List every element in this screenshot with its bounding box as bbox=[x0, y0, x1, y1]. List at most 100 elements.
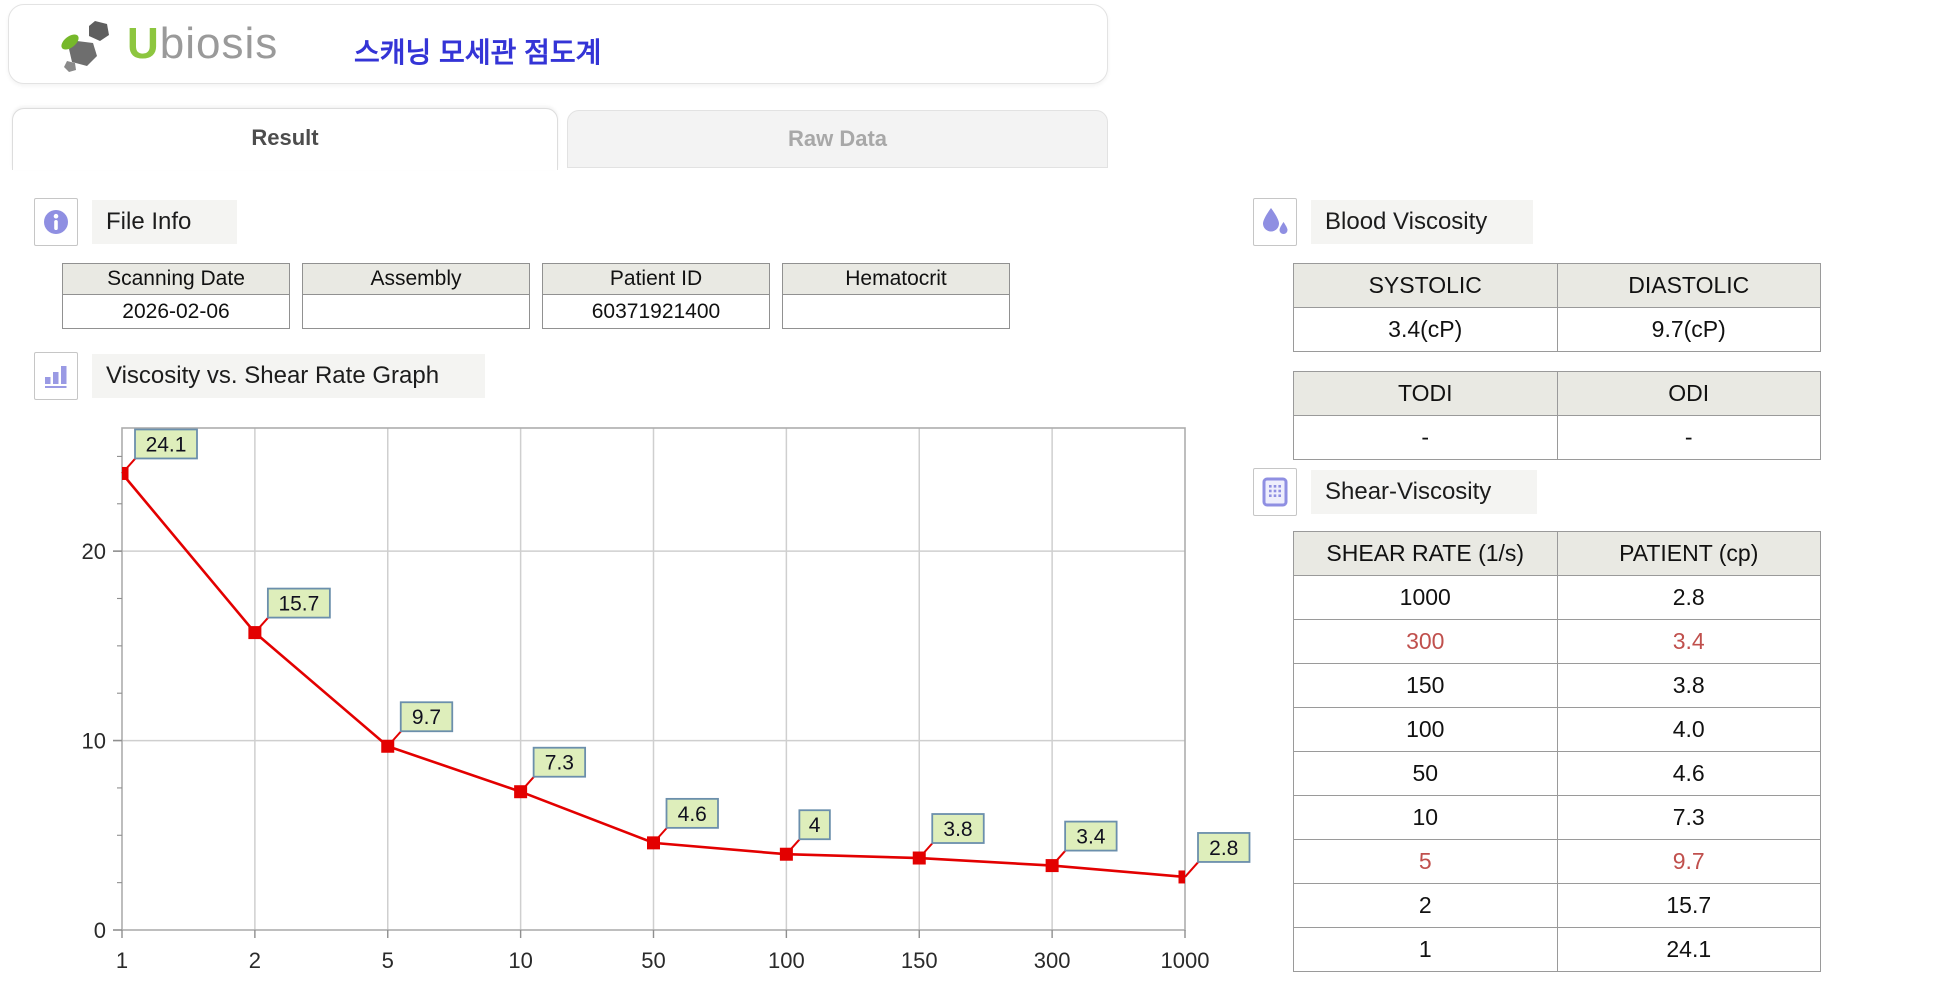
table-row: 100 4.0 bbox=[1293, 707, 1821, 752]
shear-rate-cell: 10 bbox=[1293, 795, 1558, 840]
field-value bbox=[302, 294, 530, 329]
svg-text:20: 20 bbox=[82, 539, 106, 564]
svg-text:300: 300 bbox=[1034, 948, 1071, 973]
shear-viscosity-label: Shear-Viscosity bbox=[1311, 470, 1538, 514]
svg-text:3.8: 3.8 bbox=[943, 818, 972, 841]
calculator-icon-glyph bbox=[1262, 477, 1288, 507]
shear-rate-cell: 50 bbox=[1293, 751, 1558, 796]
bar-chart-icon-glyph bbox=[45, 366, 67, 388]
logo-rest: biosis bbox=[159, 19, 279, 68]
bar-chart-icon bbox=[34, 352, 78, 400]
systolic-header: SYSTOLIC bbox=[1293, 263, 1558, 308]
svg-text:1: 1 bbox=[116, 948, 128, 973]
shear-rate-cell: 5 bbox=[1293, 839, 1558, 884]
tab-result[interactable]: Result bbox=[12, 108, 558, 170]
svg-text:150: 150 bbox=[901, 948, 938, 973]
todi-odi-table: TODI ODI - - bbox=[1293, 371, 1821, 460]
shear-viscosity-section-header: Shear-Viscosity bbox=[1253, 468, 1538, 516]
odi-header: ODI bbox=[1556, 371, 1821, 416]
shear-viscosity-tbody: 1000 2.8 300 3.4 150 3.8 100 4.0 50 4.6 10 7.3 5 9.7 2… bbox=[1293, 575, 1821, 972]
patient-cell: 7.3 bbox=[1556, 795, 1821, 840]
table-row: 1 24.1 bbox=[1293, 927, 1821, 972]
shear-viscosity-table: SHEAR RATE (1/s) PATIENT (cp) 1000 2.8 300… bbox=[1293, 531, 1821, 972]
systolic-value: 3.4(cP) bbox=[1293, 307, 1558, 352]
page-title-korean: 스캐닝 모세관 점도계 bbox=[354, 37, 602, 68]
patient-cell: 3.4 bbox=[1556, 619, 1821, 664]
info-icon-glyph bbox=[44, 210, 68, 234]
svg-text:10: 10 bbox=[82, 729, 106, 754]
calculator-icon bbox=[1253, 468, 1297, 516]
patient-cell: 24.1 bbox=[1556, 927, 1821, 972]
header-card: Ubiosis 스캐닝 모세관 점도계 bbox=[8, 4, 1108, 84]
svg-text:100: 100 bbox=[768, 948, 805, 973]
diastolic-header: DIASTOLIC bbox=[1556, 263, 1821, 308]
svg-text:10: 10 bbox=[508, 948, 532, 973]
shear-rate-cell: 1 bbox=[1293, 927, 1558, 972]
svg-text:2.8: 2.8 bbox=[1209, 837, 1238, 860]
svg-text:7.3: 7.3 bbox=[545, 752, 574, 775]
svg-text:5: 5 bbox=[382, 948, 394, 973]
file-info-section-header: File Info bbox=[34, 198, 238, 246]
field-value: 2026-02-06 bbox=[62, 294, 290, 329]
table-row: 5 9.7 bbox=[1293, 839, 1821, 884]
tab-raw-data[interactable]: Raw Data bbox=[567, 110, 1108, 168]
field-label: Assembly bbox=[302, 263, 530, 295]
odi-value: - bbox=[1556, 415, 1821, 460]
diastolic-value: 9.7(cP) bbox=[1556, 307, 1821, 352]
svg-text:9.7: 9.7 bbox=[412, 706, 441, 729]
shear-rate-cell: 2 bbox=[1293, 883, 1558, 928]
svg-text:15.7: 15.7 bbox=[278, 593, 319, 616]
svg-text:4.6: 4.6 bbox=[678, 803, 707, 826]
svg-text:4: 4 bbox=[809, 814, 821, 837]
field-label: Patient ID bbox=[542, 263, 770, 295]
shear-rate-cell: 100 bbox=[1293, 707, 1558, 752]
file-info-table-assembly: Assembly bbox=[302, 263, 530, 329]
patient-cell: 15.7 bbox=[1556, 883, 1821, 928]
todi-header: TODI bbox=[1293, 371, 1558, 416]
svg-text:2: 2 bbox=[249, 948, 261, 973]
shear-rate-cell: 1000 bbox=[1293, 575, 1558, 620]
viscosity-shear-rate-chart: 0 10 20 1 2 5 10 50 100 150 300 1000 24.1 15.7 9.7 7.3 4… bbox=[82, 427, 1251, 973]
ubiosis-logo-icon bbox=[61, 21, 109, 72]
patient-cell: 4.0 bbox=[1556, 707, 1821, 752]
blood-viscosity-section-header: Blood Viscosity bbox=[1253, 198, 1534, 246]
graph-section-header: Viscosity vs. Shear Rate Graph bbox=[34, 352, 486, 400]
table-row: 150 3.8 bbox=[1293, 663, 1821, 708]
ubiosis-logo: Ubiosis bbox=[57, 15, 278, 73]
file-info-table-scanning-date: Scanning Date 2026-02-06 bbox=[62, 263, 290, 329]
shear-rate-cell: 300 bbox=[1293, 619, 1558, 664]
table-row: 2 15.7 bbox=[1293, 883, 1821, 928]
graph-section-label: Viscosity vs. Shear Rate Graph bbox=[92, 354, 486, 398]
field-label: Scanning Date bbox=[62, 263, 290, 295]
blood-viscosity-table: SYSTOLIC DIASTOLIC 3.4(cP) 9.7(cP) bbox=[1293, 263, 1821, 352]
blood-drops-icon-glyph bbox=[1263, 208, 1288, 234]
patient-header: PATIENT (cp) bbox=[1556, 531, 1821, 576]
patient-cell: 3.8 bbox=[1556, 663, 1821, 708]
field-value: 60371921400 bbox=[542, 294, 770, 329]
table-row: 1000 2.8 bbox=[1293, 575, 1821, 620]
blood-viscosity-label: Blood Viscosity bbox=[1311, 200, 1534, 244]
blood-drops-icon bbox=[1253, 198, 1297, 246]
patient-cell: 9.7 bbox=[1556, 839, 1821, 884]
logo-u: U bbox=[127, 19, 160, 68]
field-value bbox=[782, 294, 1010, 329]
todi-value: - bbox=[1293, 415, 1558, 460]
file-info-label: File Info bbox=[92, 200, 238, 244]
file-info-fields: Scanning Date 2026-02-06 Assembly Patien… bbox=[62, 263, 1010, 329]
svg-text:24.1: 24.1 bbox=[146, 433, 187, 456]
file-info-table-hematocrit: Hematocrit bbox=[782, 263, 1010, 329]
info-icon bbox=[34, 198, 78, 246]
shear-rate-cell: 150 bbox=[1293, 663, 1558, 708]
field-label: Hematocrit bbox=[782, 263, 1010, 295]
svg-text:0: 0 bbox=[94, 918, 106, 943]
file-info-table-patient-id: Patient ID 60371921400 bbox=[542, 263, 770, 329]
svg-text:3.4: 3.4 bbox=[1076, 826, 1106, 849]
table-row: 50 4.6 bbox=[1293, 751, 1821, 796]
shear-rate-header: SHEAR RATE (1/s) bbox=[1293, 531, 1558, 576]
patient-cell: 4.6 bbox=[1556, 751, 1821, 796]
logo-text: Ubiosis bbox=[127, 22, 278, 66]
patient-cell: 2.8 bbox=[1556, 575, 1821, 620]
svg-text:1000: 1000 bbox=[1161, 948, 1210, 973]
table-row: 300 3.4 bbox=[1293, 619, 1821, 664]
